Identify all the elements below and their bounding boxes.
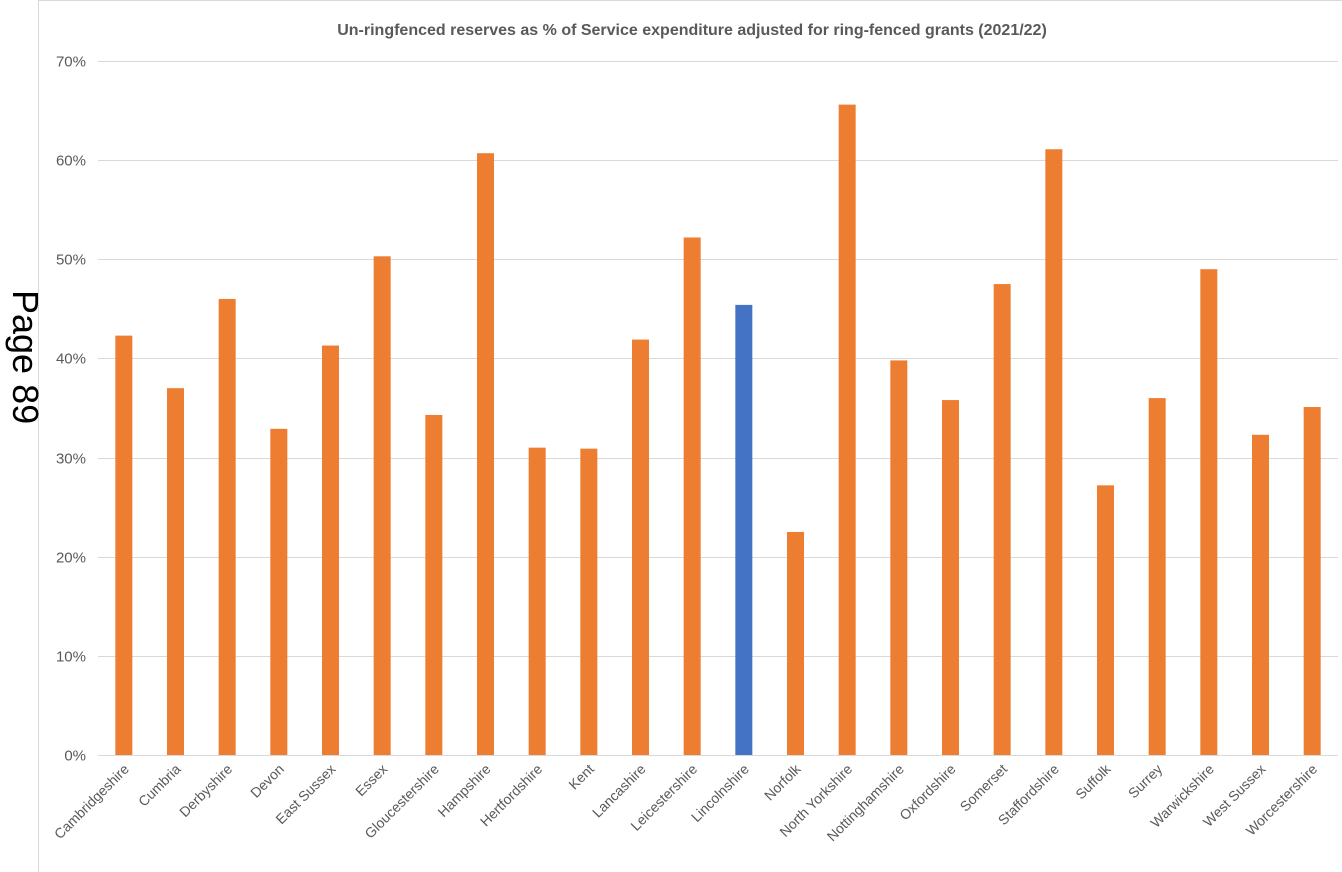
bar-lincolnshire [735,304,753,755]
bar-hertfordshire [528,447,546,755]
y-tick-label: 60% [56,153,86,170]
bar-hampshire [477,153,494,755]
bar-oxfordshire [942,400,959,755]
bar-cumbria [167,388,184,755]
bar-east-sussex [322,345,339,755]
y-tick-label: 70% [56,54,86,71]
bar-staffordshire [1045,149,1063,756]
y-tick-label: 0% [64,748,86,765]
bar-north-yorkshire [838,104,856,755]
x-tick-label: Essex [352,761,390,799]
page-number-label: Page 89 [5,290,46,424]
x-tick-label: Cumbria [135,761,184,810]
bar-derbyshire [218,298,236,755]
y-tick-label: 30% [56,451,86,468]
x-tick-label: Devon [247,761,287,801]
y-axis-tick-labels: 0% 10% 20% 30% 40% 50% 60% 70% [56,54,86,765]
bar-nottinghamshire [890,360,908,755]
bar-cambridgeshire [115,335,133,755]
bar-warwickshire [1200,269,1218,755]
bar-worcestershire [1303,407,1321,755]
gridlines [98,61,1338,756]
bar-surrey [1148,398,1166,755]
bar-somerset [993,284,1011,755]
bar-essex [373,256,391,755]
bar-norfolk [787,531,804,755]
chart-title: Un-ringfenced reserves as % of Service e… [337,22,1047,39]
bar-suffolk [1097,485,1114,755]
y-tick-label: 10% [56,649,86,666]
x-tick-label: Surrey [1125,761,1165,801]
y-tick-label: 20% [56,550,86,567]
x-tick-label: Somerset [957,761,1011,815]
x-tick-label: Oxfordshire [896,761,959,824]
bar-gloucestershire [425,414,443,755]
bar-leicestershire [683,237,701,755]
bar-lancashire [632,339,649,755]
x-tick-label: Derbyshire [176,761,235,820]
y-tick-label: 40% [56,351,86,368]
x-tick-label: Cambridgeshire [51,761,132,842]
x-tick-label: Norfolk [761,760,804,803]
bars [115,104,1321,756]
y-tick-label: 50% [56,252,86,269]
bar-kent [580,448,598,755]
x-tick-label: Kent [565,761,597,793]
x-tick-label: Suffolk [1072,760,1114,802]
bar-devon [270,428,288,755]
bar-west-sussex [1252,434,1269,755]
